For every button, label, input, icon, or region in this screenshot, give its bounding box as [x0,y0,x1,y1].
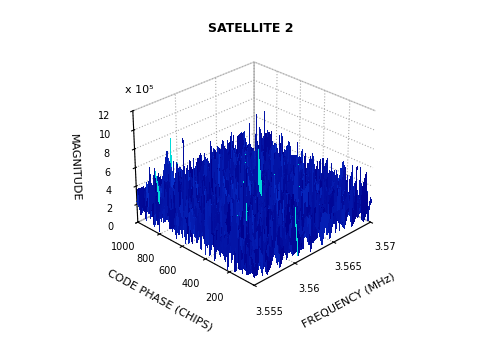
Y-axis label: CODE PHASE (CHIPS): CODE PHASE (CHIPS) [105,268,213,333]
X-axis label: FREQUENCY (MHz): FREQUENCY (MHz) [300,272,396,330]
Text: x 10⁵: x 10⁵ [125,85,154,95]
Title: SATELLITE 2: SATELLITE 2 [207,22,293,35]
